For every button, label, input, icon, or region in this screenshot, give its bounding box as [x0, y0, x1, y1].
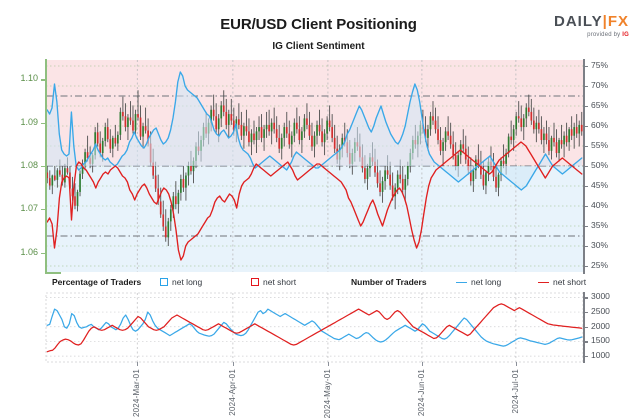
line-marker-icon: [538, 281, 549, 283]
percentage-axis-tick-mark: [584, 186, 588, 188]
logo-provided-by-text: provided by: [587, 32, 621, 38]
traders-axis-tick-mark: [584, 326, 588, 328]
price-axis-tick-label: 1.07: [20, 203, 38, 214]
square-marker-icon: [251, 278, 259, 286]
legend-item-pct-net-short[interactable]: net short: [251, 275, 296, 289]
chart-legend: Percentage of Traders net long net short…: [46, 275, 586, 289]
legend-item-num-net-short[interactable]: net short: [538, 275, 586, 289]
page-title: EUR/USD Client Positioning: [220, 16, 417, 33]
price-axis-tick-mark: [41, 79, 45, 81]
x-axis-tick-mark: [327, 362, 330, 366]
percentage-axis-tick-label: 25%: [591, 260, 609, 270]
price-axis-tick-label: 1.06: [20, 246, 38, 257]
percentage-axis-tick-mark: [584, 106, 588, 108]
x-axis-tick-mark: [232, 362, 235, 366]
traders-axis-tick-label: 1500: [591, 335, 610, 346]
price-sentiment-panel: [46, 60, 583, 272]
x-axis-tick-label: 2024-Jul-01: [510, 369, 520, 414]
percentage-axis-tick-mark: [584, 266, 588, 268]
traders-axis-tick-mark: [584, 312, 588, 314]
x-axis-tick-mark: [515, 362, 518, 366]
percentage-axis-tick-label: 75%: [591, 60, 609, 70]
number-of-traders-plot-area: [45, 292, 584, 363]
logo-ig-text: IG: [622, 32, 629, 38]
line-marker-icon: [456, 281, 467, 283]
sub-right-spine: [583, 292, 585, 363]
percentage-axis-tick-label: 40%: [591, 200, 609, 210]
legend-item-num-net-long[interactable]: net long: [456, 275, 501, 289]
number-of-traders-panel: [45, 292, 584, 363]
traders-axis-tick-label: 2000: [591, 320, 610, 331]
main-right-spine: [583, 59, 585, 274]
x-axis-tick-mark: [421, 362, 424, 366]
square-marker-icon: [160, 278, 168, 286]
percentage-axis-tick-label: 70%: [591, 80, 609, 90]
traders-axis-tick-mark: [584, 341, 588, 343]
percentage-axis-tick-label: 35%: [591, 220, 609, 230]
percentage-axis-tick-label: 65%: [591, 100, 609, 110]
traders-axis-tick-label: 2500: [591, 306, 610, 317]
percentage-axis-tick-label: 30%: [591, 240, 609, 250]
x-axis-tick-label: 2024-Jun-01: [416, 369, 426, 417]
legend-item-pct-net-long[interactable]: net long: [160, 275, 202, 289]
price-sentiment-plot-area: [46, 60, 583, 272]
traders-axis-tick-mark: [584, 356, 588, 358]
percentage-axis-tick-mark: [584, 246, 588, 248]
legend-group-number-title: Number of Traders: [351, 277, 427, 287]
percentage-axis-tick-label: 55%: [591, 140, 609, 150]
legend-label: net long: [471, 277, 502, 287]
x-axis-tick-label: 2024-Mar-01: [132, 369, 142, 418]
price-axis-tick-mark: [41, 122, 45, 124]
percentage-axis-tick-label: 60%: [591, 120, 609, 130]
legend-label: net short: [263, 277, 297, 287]
x-axis-tick-label: 2024-May-01: [322, 369, 332, 418]
traders-axis-tick-mark: [584, 297, 588, 299]
legend-label: net long: [172, 277, 203, 287]
dailyfx-logo: DAILY|FX provided by IG: [554, 13, 629, 38]
chart-subtitle: IG Client Sentiment: [272, 41, 365, 52]
percentage-axis-tick-mark: [584, 206, 588, 208]
logo-fx-text: FX: [607, 13, 629, 30]
x-axis-tick-mark: [137, 362, 139, 366]
percentage-axis-tick-mark: [584, 66, 588, 68]
percentage-axis-tick-mark: [584, 146, 588, 148]
percentage-axis-tick-label: 50%: [591, 160, 609, 170]
percentage-axis-tick-label: 45%: [591, 180, 609, 190]
percentage-axis-tick-mark: [584, 166, 588, 168]
traders-axis-tick-label: 3000: [591, 291, 610, 302]
price-axis-tick-label: 1.09: [20, 116, 38, 127]
price-axis-tick-label: 1.10: [20, 73, 38, 84]
percentage-axis-tick-mark: [584, 226, 588, 228]
main-left-spine: [45, 59, 47, 274]
percentage-axis-tick-mark: [584, 126, 588, 128]
price-axis-tick-mark: [41, 209, 45, 211]
traders-axis-tick-label: 1000: [591, 350, 610, 361]
main-bottom-spine-left: [45, 272, 61, 274]
price-axis-tick-label: 1.08: [20, 160, 38, 170]
x-axis-tick-label: 2024-Apr-01: [227, 369, 237, 416]
legend-label: net short: [553, 277, 587, 287]
legend-group-percentage-title: Percentage of Traders: [52, 277, 142, 287]
price-axis-tick-mark: [41, 252, 45, 254]
percentage-axis-tick-mark: [584, 86, 588, 88]
price-axis-tick-mark: [41, 166, 45, 168]
logo-daily-text: DAILY: [554, 13, 603, 30]
